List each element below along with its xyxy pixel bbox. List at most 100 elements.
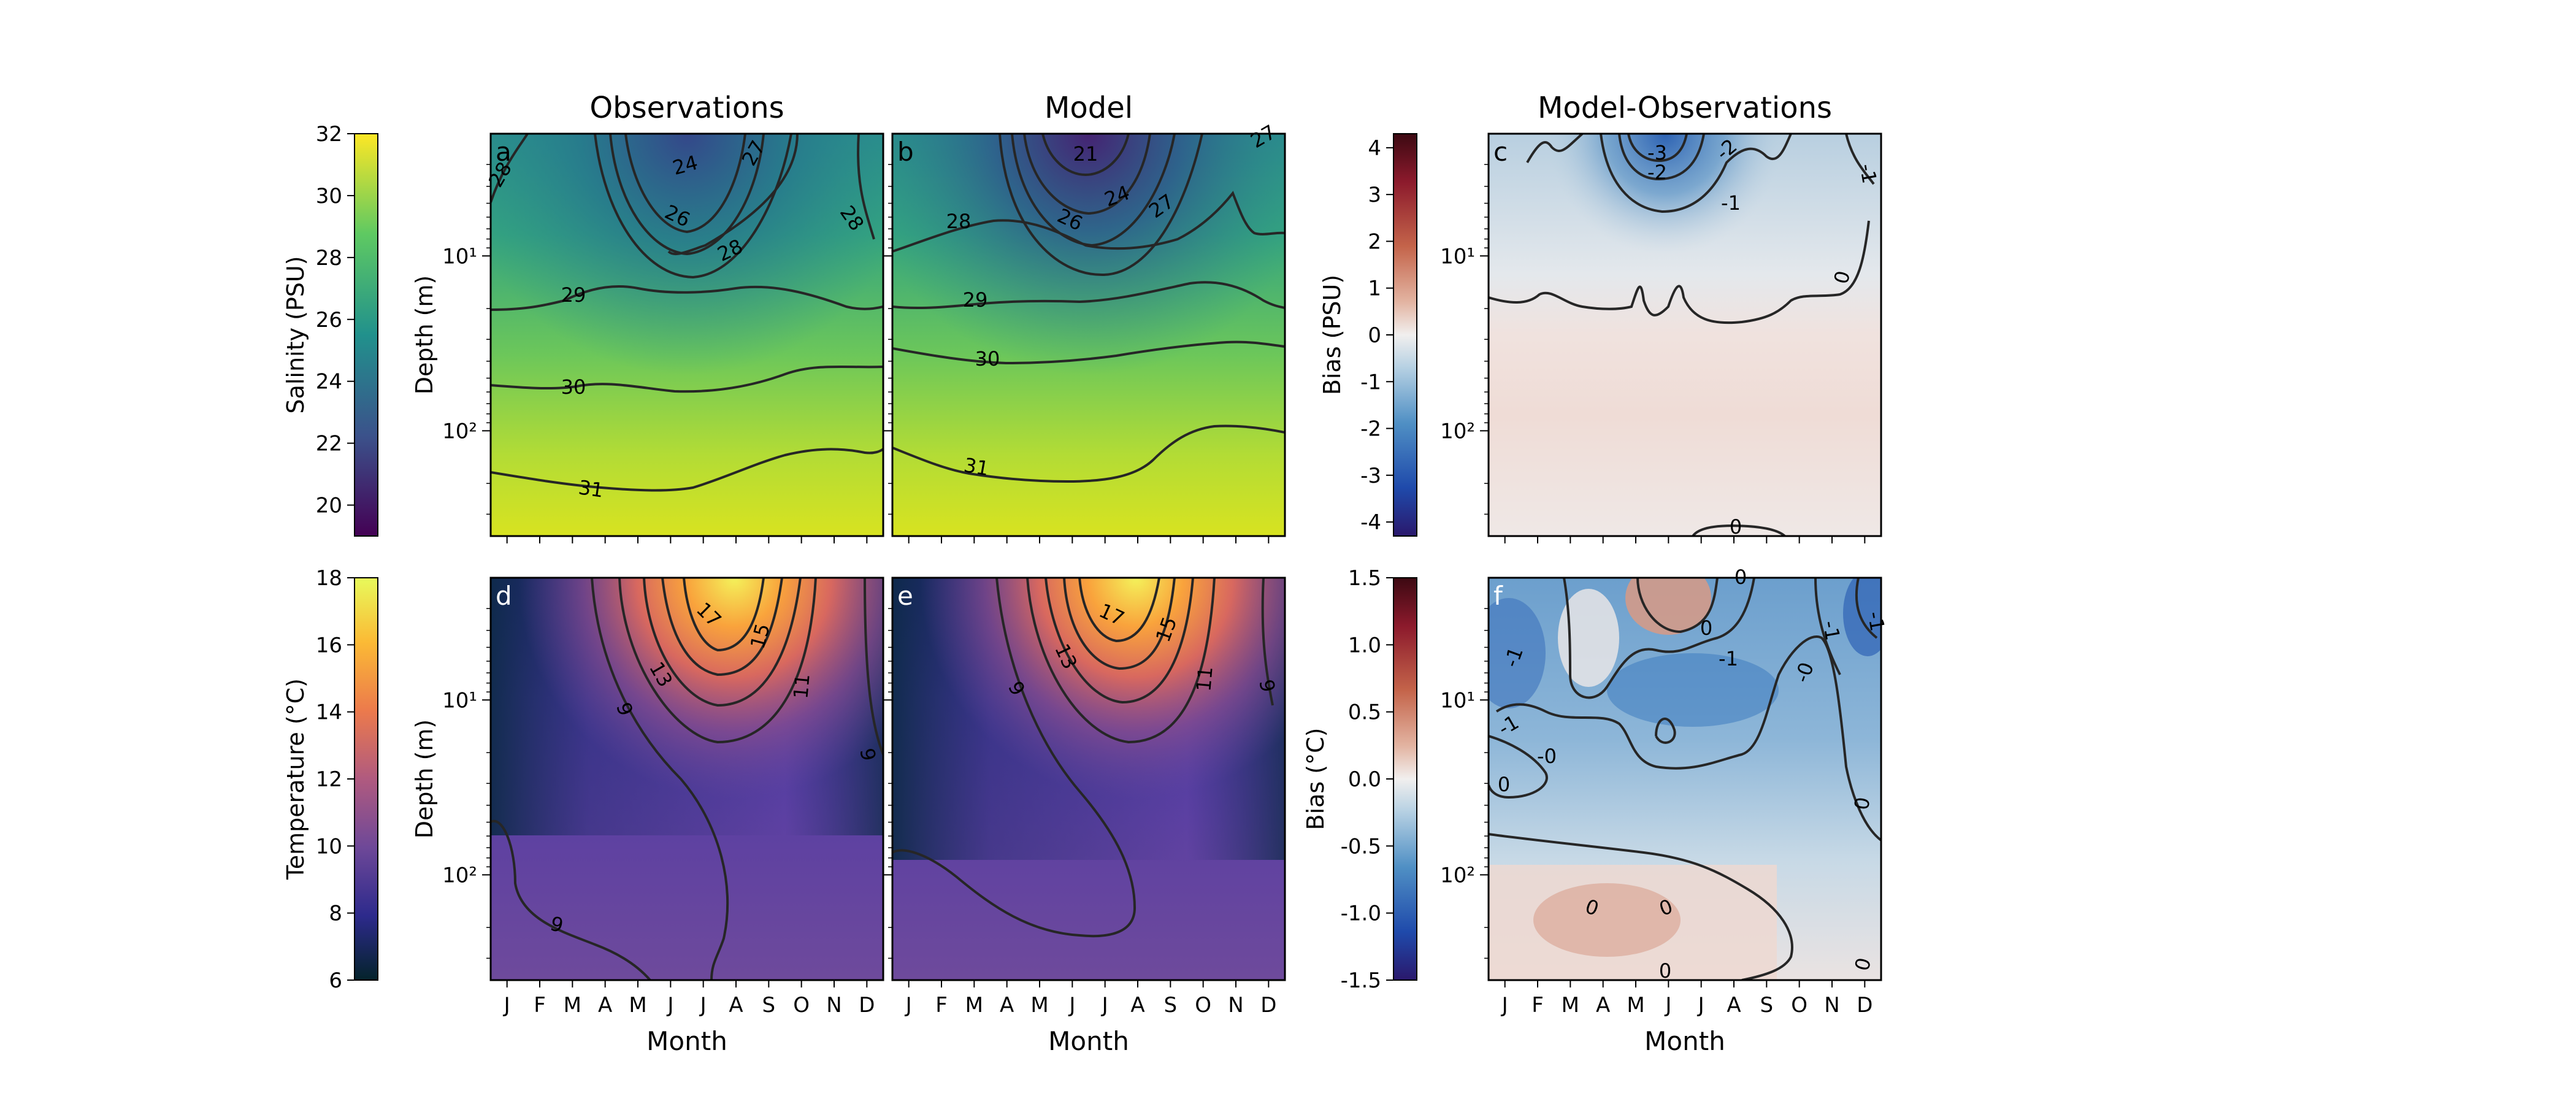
contour-label-f-0h: 0: [1659, 959, 1671, 983]
contour-c-m2: [1618, 134, 1705, 181]
contour-f-0-mid: [1495, 635, 1881, 841]
colorbar-temperature-label: Temperature (°C): [282, 678, 309, 880]
contour-f-m1: [1563, 578, 1755, 699]
panel-b-fresh-core: [892, 134, 1285, 536]
contour-b-21: [1041, 134, 1130, 177]
cb-salinity-tick-label: 24: [316, 370, 342, 394]
panel-d-ytick-label: 10¹: [442, 688, 477, 713]
cb-temperature-bias-tick-label: 0.0: [1348, 767, 1381, 792]
panel-c-ytick-label: 10¹: [1440, 244, 1475, 269]
panel-e-month-label: M: [1030, 993, 1048, 1018]
panel-d-month-label: J: [699, 993, 707, 1018]
panel-d-month-label: A: [598, 993, 612, 1018]
contour-label-c-m1: -1: [1721, 191, 1741, 215]
contour-b-29: [892, 281, 1285, 310]
colorbar-temperature-bias-bar: [1393, 577, 1417, 981]
cb-salinity-bias-tick-label: 0: [1368, 323, 1381, 348]
panel-b-contours: [892, 134, 1285, 483]
panel-f-ytick-label: 10¹: [1440, 688, 1475, 713]
panel-a-frame: [489, 132, 884, 537]
panel-f-month-label: J: [1664, 993, 1671, 1018]
contour-label-c-0b: 0: [1730, 515, 1742, 539]
panel-e-contours: [892, 578, 1274, 938]
contour-label-f-m1c: -1: [1719, 647, 1738, 670]
cb-salinity-tick-label: 22: [316, 432, 342, 456]
panel-e-month-label: J: [1101, 993, 1108, 1018]
contour-e-13: [1045, 578, 1194, 704]
panel-f-contours: [1489, 578, 1881, 980]
panel-c-frame: [1487, 132, 1882, 537]
contour-f-0-west: [1489, 735, 1548, 799]
colorbar-salinity: Salinity (PSU): [282, 133, 378, 537]
contour-label-c-m2: -2: [1647, 161, 1667, 184]
panel-d-ylabel: Depth (m): [411, 719, 438, 839]
panel-d-month-label: O: [793, 993, 810, 1018]
colorbar-salinity-bar: [354, 133, 378, 537]
colorbar-temperature-bias: Bias (°C): [1302, 577, 1417, 981]
panel-c-letter: c: [1493, 137, 1508, 167]
cb-temperature-tick-label: 16: [316, 633, 342, 657]
cb-temperature-tick-label: 14: [316, 700, 342, 725]
panel-f-cool-core: [1607, 653, 1779, 727]
contour-label-f-m0: -0: [1537, 745, 1557, 768]
panel-d-month-label: S: [762, 993, 776, 1018]
contour-d-13: [643, 578, 802, 707]
contour-label-b-31: 31: [962, 453, 991, 480]
panel-d-month-label: J: [666, 993, 673, 1018]
cb-temperature-bias-tick-label: 0.5: [1348, 700, 1381, 725]
panel-f-month-label: J: [1697, 993, 1704, 1018]
contour-label-c-m1b: -1: [1855, 162, 1881, 185]
contour-e-15: [1063, 578, 1176, 670]
panel-d-ytick-label: 10²: [442, 863, 477, 887]
panel-f-month-label: O: [1791, 993, 1807, 1018]
panel-c-contours: [1489, 134, 1875, 536]
contour-c-0b: [1692, 524, 1786, 536]
contour-b-27: [999, 134, 1203, 277]
cb-temperature-bias-tick-label: -0.5: [1341, 834, 1381, 859]
panel-a-ylabel: Depth (m): [411, 275, 438, 395]
panel-a-ytick-label: 10²: [442, 419, 477, 443]
panel-f-xlabel: Month: [1644, 1026, 1725, 1056]
contour-d-11: [618, 578, 817, 744]
cb-salinity-bias-tick-label: 2: [1368, 229, 1381, 254]
panel-e-month-label: J: [905, 993, 912, 1018]
panel-f-ytick-label: 10²: [1440, 863, 1475, 887]
panel-f-month-label: D: [1857, 993, 1873, 1018]
contour-f-0-top: [1636, 578, 1719, 634]
colorbar-salinity-bias-bar: [1393, 133, 1417, 537]
title-model-observations: Model-Observations: [1538, 91, 1832, 125]
colorbar-temperature-bias-label: Bias (°C): [1302, 728, 1329, 830]
contour-d-15: [661, 578, 783, 677]
cb-salinity-bias-tick-label: -4: [1360, 510, 1381, 535]
panel-f-neutral-patch: [1558, 589, 1619, 687]
contour-label-f-m1d: -1: [1818, 619, 1844, 642]
contour-b-28: [892, 191, 1285, 253]
colorbar-salinity-bias-label: Bias (PSU): [1319, 275, 1346, 395]
colorbar-salinity-bias: Bias (PSU): [1319, 133, 1417, 537]
panel-e-xlabel: Month: [1048, 1026, 1129, 1056]
cb-temperature-bias-tick-label: -1.5: [1341, 968, 1381, 993]
contour-label-d-11: 11: [789, 673, 814, 700]
cb-temperature-bias-tick-label: 1.5: [1348, 566, 1381, 591]
contour-label-f-m1e: -1: [1863, 610, 1889, 633]
contour-label-b-21: 21: [1073, 142, 1098, 166]
contour-label-e-11: 11: [1192, 665, 1217, 692]
cb-salinity-bias-tick-label: -3: [1360, 464, 1381, 488]
panel-f-month-label: A: [1727, 993, 1741, 1018]
contour-a-29: [491, 285, 883, 311]
cb-temperature-bias-tick-label: -1.0: [1341, 902, 1381, 926]
panel-e-month-label: O: [1195, 993, 1211, 1018]
contour-f-m1-ring: [1655, 717, 1676, 744]
panel-b: b 21 24 26 27 27 28 29 30 31: [891, 120, 1286, 537]
panel-e-month-label: J: [1068, 993, 1075, 1018]
panel-d-warm-core: [491, 578, 883, 980]
panel-c-negative-core: [1489, 134, 1881, 536]
panel-e-month-label: A: [1000, 993, 1014, 1018]
contour-d-9: [591, 578, 883, 980]
panel-a-fresh-core: [491, 134, 883, 536]
contour-label-b-30: 30: [975, 347, 1000, 370]
cb-salinity-bias-tick-label: -1: [1360, 370, 1381, 394]
